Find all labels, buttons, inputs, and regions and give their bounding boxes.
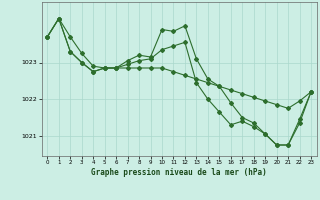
- X-axis label: Graphe pression niveau de la mer (hPa): Graphe pression niveau de la mer (hPa): [91, 168, 267, 177]
